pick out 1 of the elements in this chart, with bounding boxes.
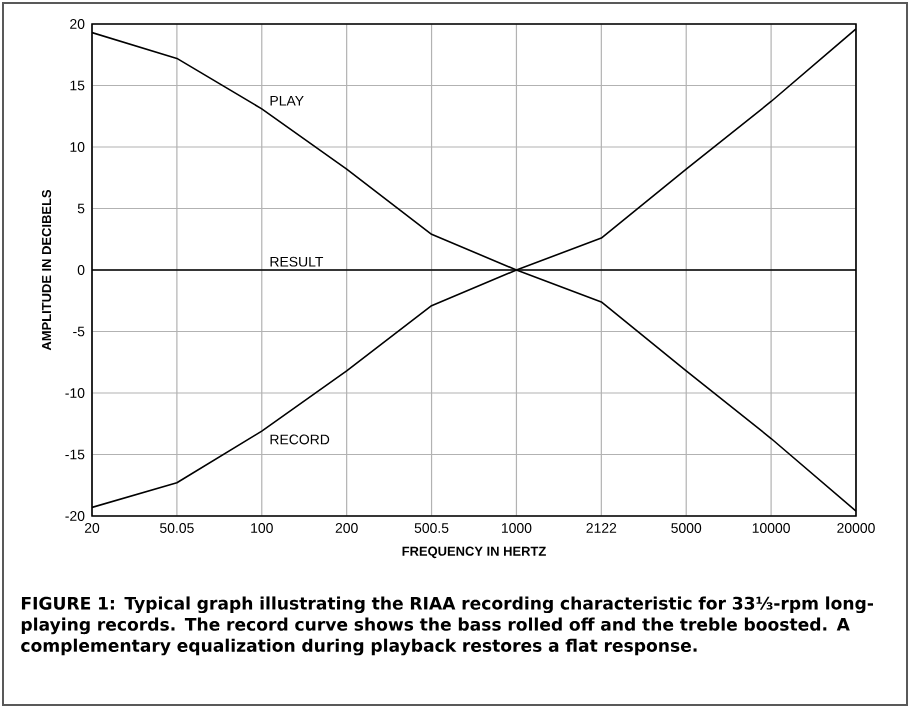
caption: FIGURE 1: Typical graph illustrating the RIAA recording characteristic for 33⅓-rpm long-playing records. The record curve shows the bass rolled off and the treble boosted. A complementary equalization during playback restores a flat response. bbox=[21, 596, 874, 656]
